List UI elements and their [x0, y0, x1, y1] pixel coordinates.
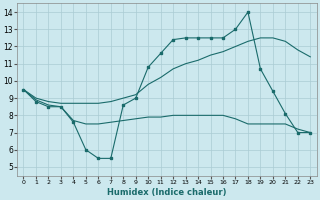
X-axis label: Humidex (Indice chaleur): Humidex (Indice chaleur): [107, 188, 227, 197]
